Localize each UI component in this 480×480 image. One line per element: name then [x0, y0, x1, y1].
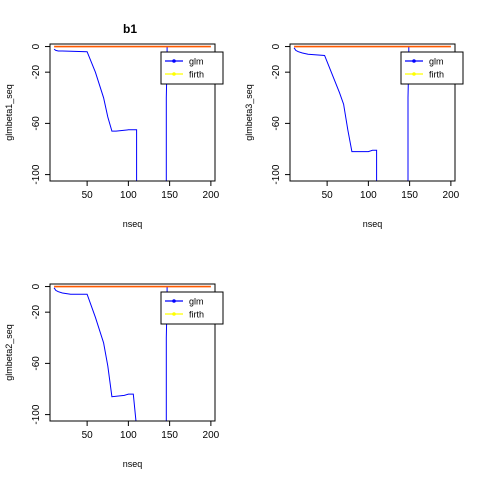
y-tick-label: -100	[31, 404, 42, 424]
legend-marker-firth	[412, 72, 416, 76]
legend-label-firth: firth	[189, 310, 204, 320]
y-tick-label: -20	[31, 305, 42, 320]
x-tick-label: 200	[203, 190, 220, 201]
chart-panel-3: 50 100 150 200 0 -20 -60 -100 nseq glmbeta2_seq gl…	[4, 283, 224, 469]
legend: glm firth	[400, 51, 464, 85]
series-group	[293, 45, 451, 181]
x-tick-label: 150	[161, 430, 178, 441]
legend-label-glm: glm	[429, 57, 444, 67]
legend-box	[160, 51, 224, 85]
legend-marker-firth	[172, 312, 176, 316]
x-tick-label: 50	[82, 430, 94, 441]
x-axis-label: nseq	[123, 219, 143, 229]
x-tick-label: 150	[161, 190, 178, 201]
y-tick-label: -100	[271, 164, 282, 184]
legend-marker-glm	[172, 59, 176, 63]
plot-frame	[49, 43, 216, 182]
plot-frame	[289, 43, 456, 182]
legend-label-firth: firth	[189, 70, 204, 80]
x-tick-label: 200	[203, 430, 220, 441]
x-tick-label: 100	[360, 190, 377, 201]
y-tick-label: -60	[31, 116, 42, 131]
legend-label-glm: glm	[189, 57, 204, 67]
y-tick-label: 0	[31, 43, 42, 49]
series-line-glm	[53, 286, 168, 421]
legend-label-firth: firth	[429, 70, 444, 80]
x-axis-label: nseq	[363, 219, 383, 229]
y-axis-label: glmbeta1_seq	[4, 84, 14, 141]
x-axis-label: nseq	[123, 459, 143, 469]
x-tick-label: 50	[322, 190, 334, 201]
chart-panels: 50 100 150 2000-20-60-100nseqglmbeta1_seqgl…	[4, 43, 464, 469]
series-group	[53, 285, 211, 421]
y-tick-label: 0	[31, 283, 42, 289]
legend-marker-glm	[172, 299, 176, 303]
y-tick-label: -20	[271, 65, 282, 80]
y-axis-label: glmbeta2_seq	[4, 324, 14, 381]
y-tick-label: 0	[271, 43, 282, 49]
legend: glm firth	[160, 51, 224, 85]
series-line-glm	[53, 46, 168, 181]
legend-box	[160, 291, 224, 325]
legend-label-glm: glm	[189, 297, 204, 307]
legend: glm firth	[160, 291, 224, 325]
series-group	[53, 45, 211, 181]
y-axis-label: glmbeta3_seq	[244, 84, 254, 141]
legend-box	[400, 51, 464, 85]
plot-frame	[49, 283, 216, 422]
y-tick-label: -60	[271, 116, 282, 131]
figure-title: b1	[123, 22, 137, 36]
y-tick-label: -20	[31, 65, 42, 80]
x-tick-label: 200	[443, 190, 460, 201]
legend-marker-glm	[412, 59, 416, 63]
series-line-glm	[293, 46, 410, 181]
legend-marker-firth	[172, 72, 176, 76]
chart-panel-2: 50 100 150 200 0 -20 -60 -100 nseq glmbeta3_seq gl…	[244, 43, 464, 229]
x-tick-label: 100	[120, 190, 137, 201]
chart-panel-1: 50 100 150 200 0 -20 -60 -100 nseq glmbeta1_seq gl…	[4, 43, 224, 229]
y-tick-label: -100	[31, 164, 42, 184]
y-tick-label: -60	[31, 356, 42, 371]
x-tick-label: 150	[401, 190, 418, 201]
x-tick-label: 50	[82, 190, 94, 201]
x-tick-label: 100	[120, 430, 137, 441]
